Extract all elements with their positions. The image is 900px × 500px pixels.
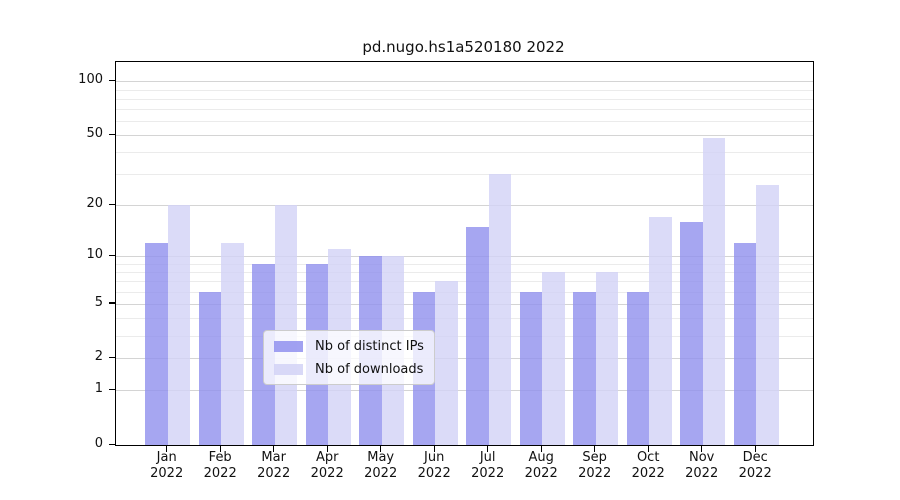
gridline-minor (116, 291, 813, 293)
x-tick-label: Feb 2022 (203, 450, 237, 481)
y-tick (109, 254, 115, 256)
y-tick (109, 133, 115, 136)
bar-downloads (488, 174, 512, 445)
x-tick-label: Oct 2022 (631, 450, 665, 481)
bar-distinct-ips (466, 226, 489, 445)
x-tick-label: Jan 2022 (150, 450, 184, 481)
legend-label-distinct-ips: Nb of distinct IPs (315, 338, 424, 354)
x-tick-label: Sep 2022 (578, 450, 612, 481)
bar-downloads (595, 271, 619, 445)
legend: Nb of distinct IPs Nb of downloads (263, 330, 435, 385)
x-tick (166, 445, 168, 452)
gridline-minor (116, 98, 813, 100)
gridline-minor (116, 109, 813, 111)
bar-distinct-ips (519, 291, 543, 445)
gridline-major (116, 256, 813, 258)
bar-distinct-ips (198, 291, 222, 445)
bar-downloads (221, 242, 244, 445)
x-tick-label: Jul 2022 (471, 450, 505, 481)
bar-downloads (435, 281, 458, 445)
legend-item-distinct-ips: Nb of distinct IPs (274, 337, 424, 355)
gridline-minor (116, 335, 813, 337)
x-tick-label: Nov 2022 (685, 450, 719, 481)
legend-item-downloads: Nb of downloads (274, 360, 424, 378)
bar-downloads (542, 271, 565, 445)
chart-title: pd.nugo.hs1a520180 2022 (362, 38, 565, 56)
y-tick-label: 0 (94, 436, 103, 451)
x-tick (219, 445, 221, 452)
gridline-major (116, 358, 813, 360)
x-tick-label: Dec 2022 (738, 450, 772, 481)
y-tick-label: 5 (94, 294, 103, 310)
bar-downloads (756, 185, 779, 445)
legend-label-downloads: Nb of downloads (315, 361, 424, 377)
gridline-minor (116, 89, 813, 91)
x-tick (273, 445, 275, 452)
y-tick (109, 79, 115, 82)
x-tick (647, 445, 649, 452)
bar-downloads (649, 217, 672, 445)
x-tick (380, 445, 382, 452)
x-tick-label: Apr 2022 (310, 450, 344, 481)
bar-distinct-ips (626, 291, 650, 445)
y-tick-label: 100 (78, 72, 103, 88)
x-tick (754, 445, 756, 452)
plot-area (115, 61, 814, 446)
x-tick (326, 445, 328, 452)
bar-distinct-ips (733, 242, 757, 445)
gridline-minor (116, 121, 813, 123)
legend-swatch-downloads (274, 363, 303, 375)
gridline-minor (116, 318, 813, 320)
y-tick-label: 20 (86, 196, 103, 212)
y-tick-label: 1 (94, 381, 103, 397)
legend-swatch-distinct-ips (274, 340, 303, 352)
x-tick (594, 445, 596, 452)
gridline-minor (116, 271, 813, 273)
y-tick (109, 302, 115, 304)
gridline-major (116, 135, 813, 137)
gridline-minor (116, 281, 813, 283)
x-tick-label: Aug 2022 (524, 450, 558, 481)
bar-distinct-ips (145, 242, 168, 445)
y-tick-label: 50 (86, 126, 103, 142)
x-tick (540, 445, 542, 452)
gridline-major (116, 81, 813, 83)
gridline-major (116, 303, 813, 305)
bar-downloads (702, 138, 726, 445)
y-tick-label: 10 (86, 247, 103, 263)
x-tick-label: Jun 2022 (417, 450, 451, 481)
y-tick (109, 203, 115, 205)
x-tick (487, 445, 489, 452)
x-tick (701, 445, 703, 452)
y-tick (109, 388, 115, 391)
x-tick-label: Mar 2022 (257, 450, 291, 481)
y-tick-label: 2 (94, 349, 103, 365)
gridline-minor (116, 152, 813, 154)
gridline-major (116, 205, 813, 207)
y-tick (109, 443, 115, 445)
gridline-minor (116, 174, 813, 176)
bar-distinct-ips (573, 291, 596, 445)
x-tick-label: May 2022 (364, 450, 398, 481)
bar-downloads (274, 205, 298, 445)
x-tick (433, 445, 435, 452)
gridline-minor (116, 263, 813, 265)
bar-downloads (167, 205, 191, 445)
y-tick (109, 356, 115, 359)
gridline-major (116, 390, 813, 392)
bar-distinct-ips (680, 221, 703, 445)
